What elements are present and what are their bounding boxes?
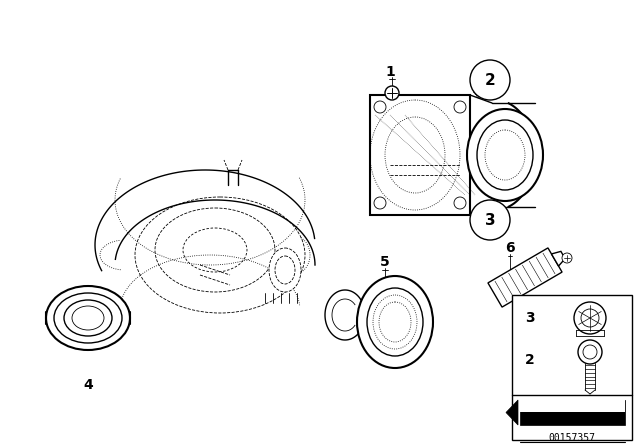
Text: 2: 2 (525, 353, 535, 367)
Text: 6: 6 (505, 241, 515, 255)
Text: 5: 5 (380, 255, 390, 269)
Ellipse shape (367, 288, 423, 356)
Circle shape (562, 253, 572, 263)
Ellipse shape (64, 300, 112, 336)
Bar (512, 295, 632, 440)
Text: 4: 4 (83, 378, 93, 392)
Polygon shape (520, 400, 625, 412)
Ellipse shape (46, 286, 130, 350)
Ellipse shape (72, 306, 104, 330)
Circle shape (574, 302, 606, 334)
Polygon shape (506, 400, 518, 425)
Ellipse shape (54, 293, 122, 343)
Ellipse shape (269, 248, 301, 292)
Text: 1: 1 (385, 65, 395, 79)
Polygon shape (370, 95, 470, 215)
Circle shape (470, 200, 510, 240)
Polygon shape (488, 248, 562, 307)
Polygon shape (520, 400, 625, 425)
Ellipse shape (467, 109, 543, 201)
Circle shape (454, 101, 466, 113)
Circle shape (454, 197, 466, 209)
Text: 00157357: 00157357 (548, 433, 595, 443)
Circle shape (578, 340, 602, 364)
Circle shape (385, 86, 399, 100)
Circle shape (374, 197, 386, 209)
Circle shape (374, 101, 386, 113)
Text: 2: 2 (484, 73, 495, 87)
Polygon shape (552, 251, 565, 266)
Text: 3: 3 (525, 311, 535, 325)
Circle shape (470, 60, 510, 100)
Text: 3: 3 (484, 212, 495, 228)
Ellipse shape (357, 276, 433, 368)
